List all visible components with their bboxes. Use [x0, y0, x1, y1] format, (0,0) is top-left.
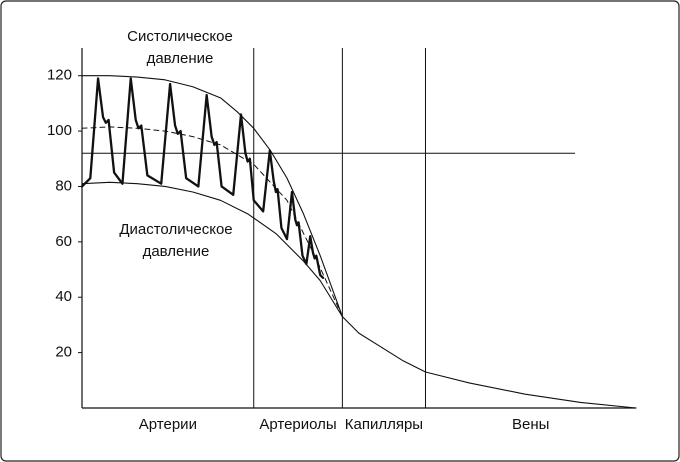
- y-tick-label: 20: [55, 344, 72, 361]
- curve: [341, 316, 637, 409]
- annotation: Диастолическое: [119, 221, 232, 238]
- y-tick-label: 100: [47, 122, 72, 139]
- region-label: Артерии: [139, 416, 197, 433]
- y-tick-label: 40: [55, 288, 72, 305]
- annotation: Систолическое: [127, 28, 233, 45]
- y-tick-label: 60: [55, 233, 72, 250]
- y-tick-label: 80: [55, 177, 72, 194]
- region-label: Артериолы: [259, 416, 336, 433]
- curve: [81, 75, 343, 318]
- y-tick-label: 120: [47, 67, 72, 84]
- curve: [81, 126, 343, 318]
- curve: [81, 181, 343, 318]
- region-label: Капилляры: [345, 416, 423, 433]
- region-label: Вены: [512, 416, 549, 433]
- curve: [80, 77, 325, 280]
- annotation: давление: [147, 50, 214, 67]
- annotation: давление: [143, 243, 210, 260]
